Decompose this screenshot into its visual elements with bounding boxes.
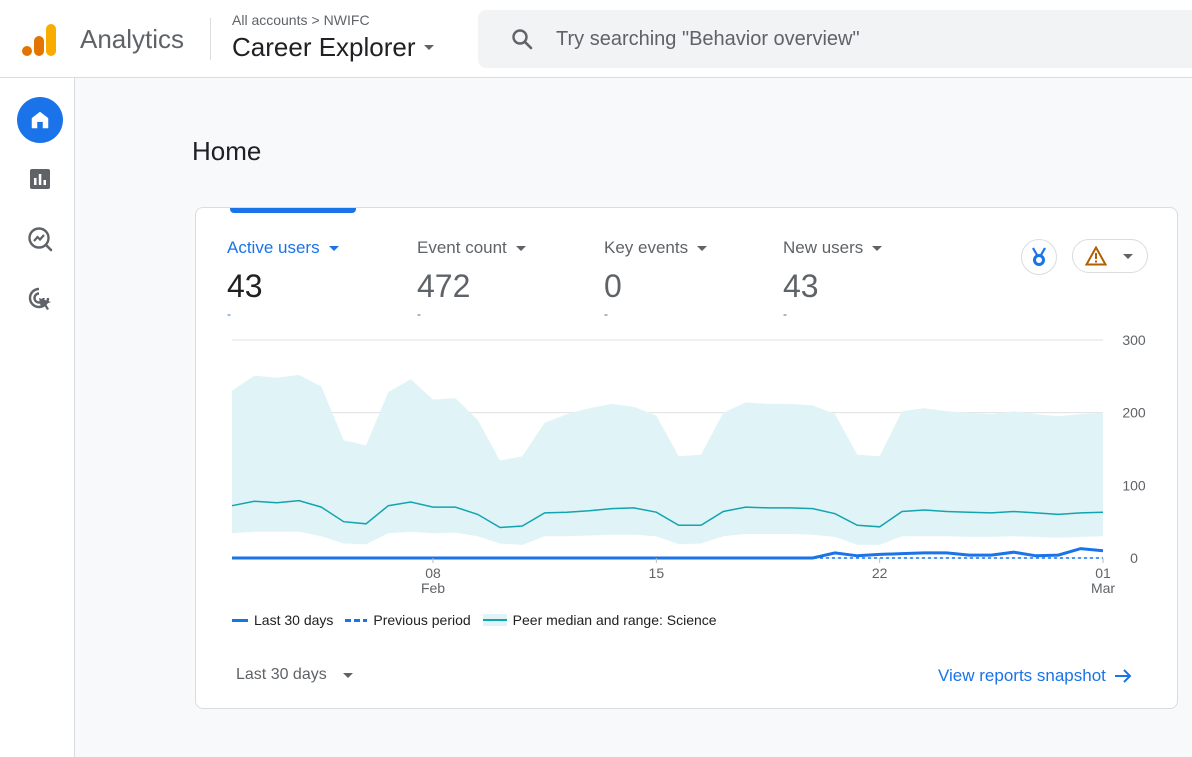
metric-change: -	[783, 307, 787, 321]
top-bar: Analytics All accounts > NWIFC Career Ex…	[0, 0, 1192, 78]
page-title: Home	[192, 136, 262, 166]
metric-value: 43	[783, 268, 819, 304]
property-selector[interactable]: Career Explorer	[232, 32, 434, 63]
breadcrumb[interactable]: All accounts > NWIFC	[232, 12, 370, 28]
search-bar[interactable]	[478, 10, 1192, 68]
legend-item-previous[interactable]: Previous period	[345, 612, 471, 628]
nav-advertising[interactable]	[17, 276, 63, 322]
header-divider	[210, 18, 211, 60]
breadcrumb-account[interactable]: NWIFC	[323, 12, 370, 28]
nav-reports[interactable]	[17, 156, 63, 202]
chevron-down-icon	[872, 245, 883, 251]
chevron-down-icon	[697, 245, 708, 251]
chevron-down-icon	[342, 672, 353, 678]
metric-change: -	[227, 307, 231, 321]
metric-label: Event count	[417, 238, 507, 257]
metric-change: -	[417, 307, 421, 321]
dashed-line-swatch	[345, 618, 368, 622]
y-tick-label: 200	[1122, 405, 1146, 421]
x-tick-month-label: Feb	[421, 580, 445, 596]
home-icon	[31, 111, 49, 129]
x-tick-day-label: 22	[872, 565, 888, 581]
chevron-down-icon	[515, 245, 526, 251]
x-tick-month-label: Mar	[1091, 580, 1115, 596]
legend-item-peer[interactable]: Peer median and range: Science	[482, 612, 717, 628]
arrow-right-icon	[1114, 669, 1132, 683]
chevron-down-icon	[423, 45, 434, 50]
chevron-down-icon	[328, 245, 339, 251]
legend-label: Previous period	[373, 612, 471, 628]
metric-label: New users	[783, 238, 864, 257]
metric-new-users[interactable]: New users 43 -	[783, 238, 883, 321]
warning-icon	[1085, 246, 1107, 266]
search-icon	[512, 29, 533, 50]
band-swatch	[482, 614, 507, 626]
x-tick-day-label: 15	[649, 565, 665, 581]
insights-warning-button[interactable]	[1072, 239, 1148, 273]
peer-median-line	[231, 499, 1104, 529]
analytics-logo-icon[interactable]	[22, 22, 58, 58]
metric-key-events[interactable]: Key events 0 -	[604, 238, 708, 321]
date-range-label: Last 30 days	[236, 666, 327, 683]
active-tab-indicator	[230, 208, 356, 213]
property-name: Career Explorer	[232, 32, 416, 62]
nav-explore[interactable]	[17, 216, 63, 262]
search-input[interactable]	[556, 27, 1156, 51]
explore-icon	[28, 227, 53, 252]
y-tick-label: 0	[1130, 550, 1138, 566]
metric-active-users[interactable]: Active users 43 -	[227, 238, 339, 321]
date-range-selector[interactable]: Last 30 days	[236, 666, 353, 684]
y-tick-label: 100	[1122, 477, 1146, 493]
legend-label: Peer median and range: Science	[512, 612, 717, 628]
x-tick-day-label: 08	[425, 565, 441, 581]
metric-event-count[interactable]: Event count 472 -	[417, 238, 526, 321]
last-30-days-line	[232, 547, 1104, 560]
nav-home[interactable]	[17, 97, 63, 143]
metric-value: 472	[417, 268, 471, 304]
metric-value: 0	[604, 268, 622, 304]
metric-change: -	[604, 307, 608, 321]
metric-label: Key events	[604, 238, 689, 257]
y-tick-label: 300	[1122, 332, 1146, 348]
benchmark-button[interactable]	[1021, 239, 1057, 275]
metric-label: Active users	[227, 238, 320, 257]
chevron-down-icon	[1123, 253, 1133, 259]
snapshot-link-label: View reports snapshot	[938, 666, 1106, 685]
app-name: Analytics	[80, 24, 185, 54]
reports-icon	[30, 169, 50, 189]
peer-range-band	[232, 374, 1103, 545]
metric-value: 43	[227, 268, 263, 304]
advertising-icon	[28, 287, 51, 310]
solid-line-swatch	[232, 618, 248, 622]
left-nav	[0, 78, 75, 757]
legend-label: Last 30 days	[254, 612, 334, 628]
breadcrumb-all-accounts[interactable]: All accounts	[232, 12, 308, 28]
medal-icon	[1032, 247, 1046, 266]
x-tick-day-label: 01	[1095, 565, 1111, 581]
chart-legend: Last 30 days Previous period Peer median…	[232, 612, 719, 628]
chevron-right-icon: >	[311, 12, 320, 28]
legend-item-last-30[interactable]: Last 30 days	[232, 612, 333, 628]
overview-card: Active users 43 - Event count 472 - Key …	[195, 207, 1178, 709]
view-reports-snapshot-link[interactable]: View reports snapshot	[938, 666, 1132, 686]
